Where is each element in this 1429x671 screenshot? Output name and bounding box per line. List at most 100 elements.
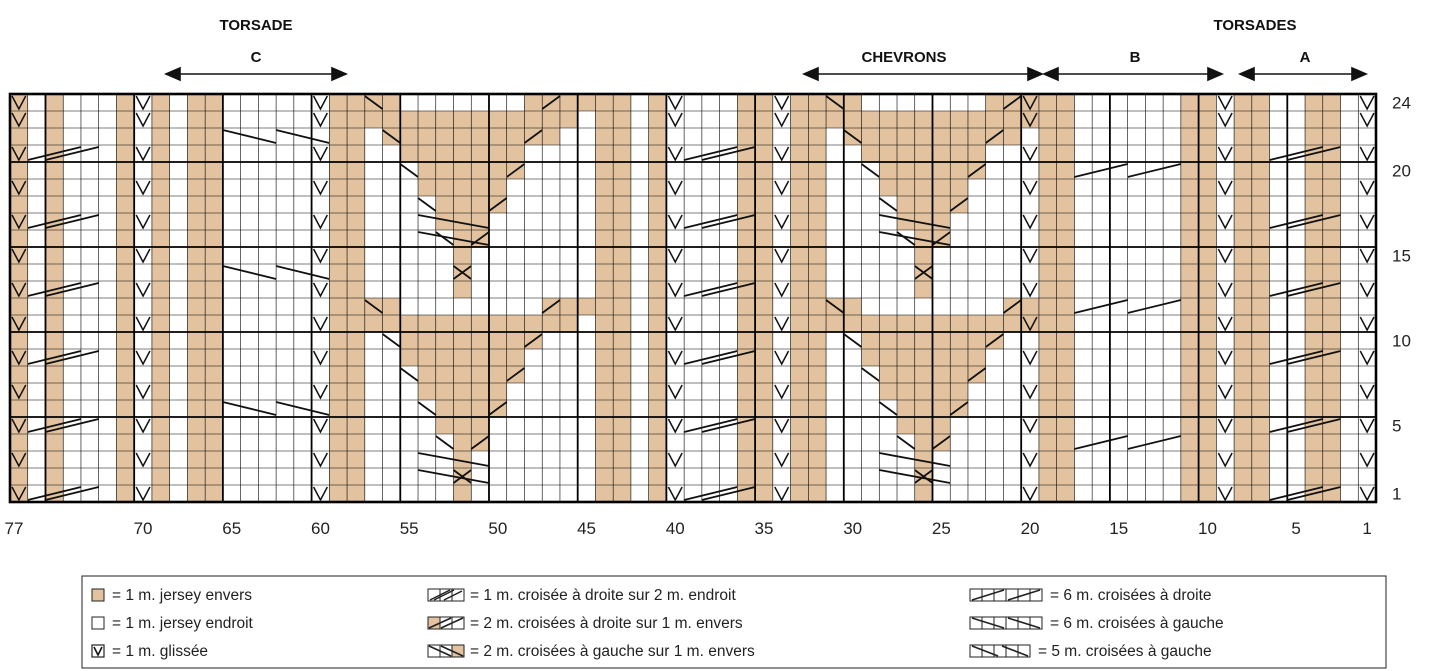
legend-purl-icon <box>91 588 105 602</box>
purl-cell <box>577 298 596 315</box>
cable-cross-line <box>1287 418 1341 433</box>
slipped-stitch-v <box>11 350 27 366</box>
purl-cell <box>418 383 436 400</box>
cable-cross-line <box>701 214 756 229</box>
purl-cell <box>418 145 436 162</box>
slipped-stitch-v <box>135 95 151 111</box>
purl-cell <box>506 332 525 349</box>
cable-cross-line <box>1074 163 1128 178</box>
stitch-number-label: 45 <box>577 519 596 538</box>
arrow-torsades-b <box>1041 66 1225 82</box>
slipped-stitch-v <box>774 95 790 111</box>
purl-cell <box>1021 298 1039 315</box>
purl-cell <box>1003 315 1022 332</box>
purl-cell <box>418 349 436 366</box>
purl-cell <box>453 417 472 434</box>
cable-cross-line <box>364 95 384 110</box>
slipped-stitch-v <box>1217 95 1233 111</box>
cable-cross-line <box>701 146 756 161</box>
purl-cell <box>435 162 454 179</box>
purl-cell <box>914 349 933 366</box>
purl-cell <box>1021 94 1039 111</box>
stitch-number-label: 50 <box>488 519 507 538</box>
slipped-stitch-v <box>1359 282 1375 298</box>
purl-cell <box>559 298 578 315</box>
slipped-stitch-v <box>135 180 151 196</box>
purl-cell <box>542 111 560 128</box>
purl-cell <box>932 417 951 434</box>
slipped-stitch-v <box>135 384 151 400</box>
slipped-stitch-v <box>1022 452 1038 468</box>
purl-cell <box>577 94 596 111</box>
purl-cell <box>418 162 436 179</box>
cable-cross-line <box>417 401 437 416</box>
slipped-stitch-v <box>774 282 790 298</box>
slipped-stitch-v <box>135 282 151 298</box>
header-torsade-c-letter: C <box>251 49 262 66</box>
slipped-stitch-v <box>11 384 27 400</box>
cable-cross-line <box>45 418 99 433</box>
purl-cell <box>471 179 489 196</box>
purl-cell <box>400 315 419 332</box>
legend-right-cross-1-2-text: = 1 m. croisée à droite sur 2 m. endroit <box>470 587 736 604</box>
slipped-stitch-v <box>11 180 27 196</box>
cable-cross-line <box>523 333 543 348</box>
stitch-number-label: 60 <box>311 519 330 538</box>
purl-cell <box>524 94 543 111</box>
stitch-number-label: 15 <box>1109 519 1128 538</box>
purl-cell <box>435 332 454 349</box>
slipped-stitch-v <box>135 112 151 128</box>
arrow-torsade-c <box>163 66 349 82</box>
cable-cross-line <box>878 401 898 416</box>
purl-cell <box>932 315 951 332</box>
cable-cross-line <box>701 418 756 433</box>
purl-cell <box>879 349 898 366</box>
purl-cell <box>967 349 986 366</box>
stitch-number-label: 55 <box>400 519 419 538</box>
cable-cross-line <box>683 146 738 161</box>
purl-cell <box>897 417 915 434</box>
purl-cell <box>897 179 915 196</box>
purl-cell <box>914 230 933 247</box>
purl-cell <box>914 400 933 417</box>
slipped-stitch-v <box>312 248 328 264</box>
slipped-stitch-v <box>1217 316 1233 332</box>
purl-cell <box>382 298 401 315</box>
purl-cell <box>471 196 489 213</box>
cable-cross-line <box>949 197 969 212</box>
slipped-stitch-v <box>774 112 790 128</box>
purl-cell <box>808 94 827 111</box>
row-number-label: 1 <box>1392 485 1401 504</box>
purl-cell <box>967 315 986 332</box>
cable-cross-line <box>683 418 738 433</box>
purl-cell <box>897 213 915 230</box>
cable-cross-line <box>683 486 738 501</box>
purl-cell <box>435 400 454 417</box>
cable-cross-line <box>27 486 82 501</box>
slipped-stitch-v <box>1359 180 1375 196</box>
purl-cell <box>950 366 968 383</box>
slipped-stitch-v <box>667 452 683 468</box>
slipped-stitch-v <box>667 180 683 196</box>
stitch-number-label: 30 <box>843 519 862 538</box>
cable-cross-line <box>1074 299 1128 314</box>
slipped-stitch-v <box>1022 418 1038 434</box>
purl-cell <box>347 298 365 315</box>
slipped-stitch-v <box>667 214 683 230</box>
purl-cell <box>843 111 862 128</box>
slipped-stitch-v <box>1022 282 1038 298</box>
slipped-stitch-v <box>1359 452 1375 468</box>
slipped-stitch-v <box>774 248 790 264</box>
cable-cross-line <box>1127 163 1182 178</box>
purl-cell <box>897 145 915 162</box>
purl-cell <box>879 315 898 332</box>
purl-cell <box>506 349 525 366</box>
purl-cell <box>453 111 472 128</box>
cable-cross-line <box>967 163 987 178</box>
purl-cell <box>879 366 898 383</box>
purl-cell <box>914 315 933 332</box>
arrow-chevrons <box>801 66 1045 82</box>
slipped-stitch-v <box>774 180 790 196</box>
cable-cross-line <box>985 333 1004 348</box>
purl-cell <box>1021 315 1039 332</box>
